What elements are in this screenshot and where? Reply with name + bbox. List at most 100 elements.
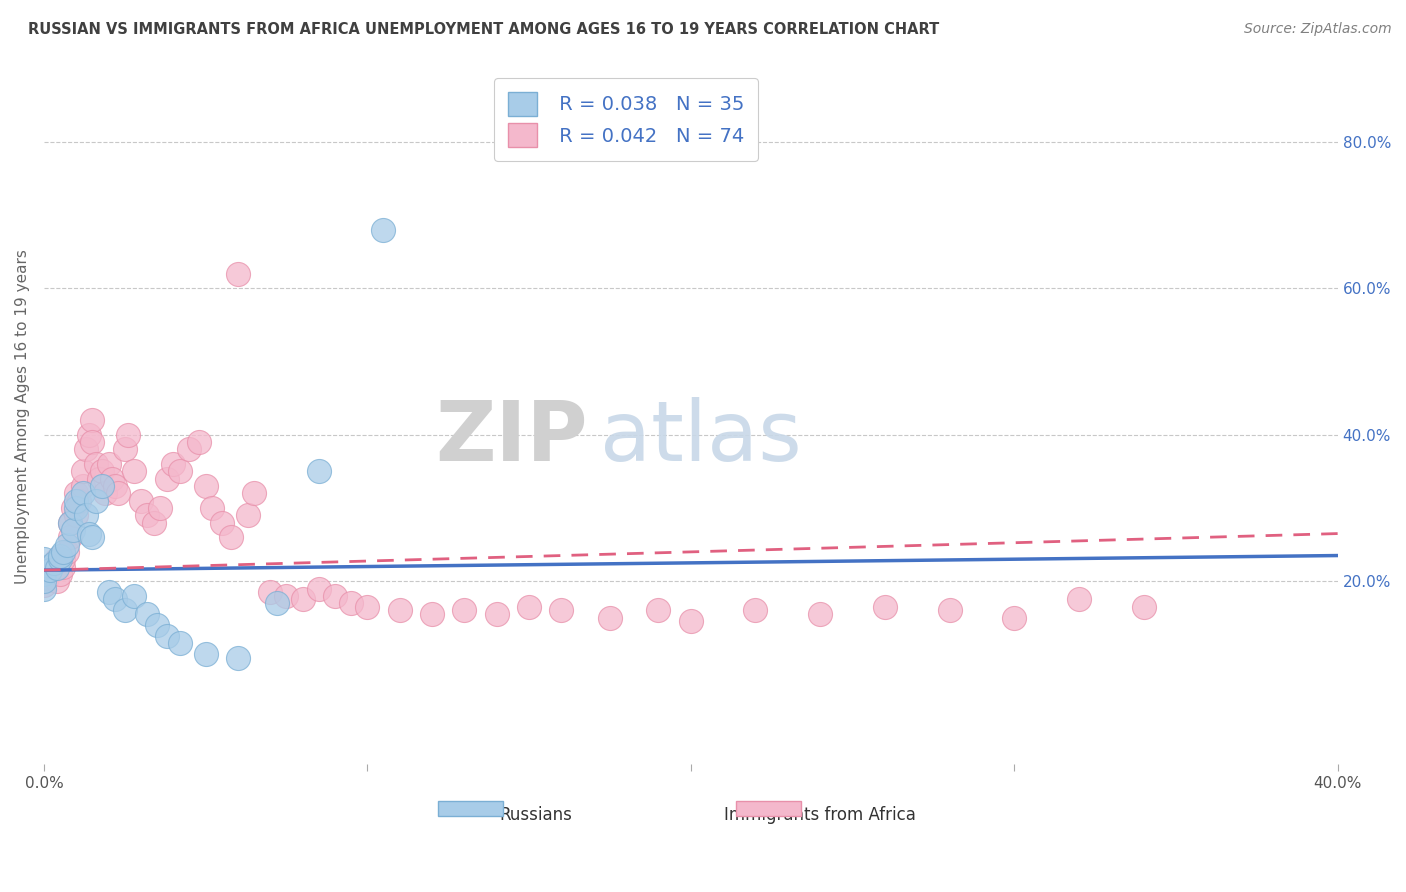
Point xyxy=(104,479,127,493)
Text: Russians: Russians xyxy=(499,806,572,824)
Point xyxy=(49,552,72,566)
Point xyxy=(308,582,330,596)
Point xyxy=(142,516,165,530)
Point xyxy=(42,556,65,570)
Point xyxy=(104,592,127,607)
Point xyxy=(94,486,117,500)
Point xyxy=(259,585,281,599)
Point xyxy=(32,582,55,596)
Point xyxy=(156,629,179,643)
Point xyxy=(647,603,669,617)
Point xyxy=(114,603,136,617)
Point xyxy=(59,516,82,530)
FancyBboxPatch shape xyxy=(439,801,503,816)
Point xyxy=(37,570,59,584)
Point xyxy=(91,479,114,493)
Point xyxy=(136,607,159,621)
Point xyxy=(356,599,378,614)
Point xyxy=(179,442,201,457)
Point xyxy=(39,563,62,577)
Point xyxy=(32,566,55,581)
Point xyxy=(59,516,82,530)
Point xyxy=(226,267,249,281)
Point xyxy=(266,596,288,610)
Y-axis label: Unemployment Among Ages 16 to 19 years: Unemployment Among Ages 16 to 19 years xyxy=(15,249,30,584)
Point xyxy=(75,508,97,523)
Point xyxy=(49,566,72,581)
Point xyxy=(45,574,67,589)
Point xyxy=(72,464,94,478)
Point xyxy=(55,537,77,551)
Point xyxy=(114,442,136,457)
Point xyxy=(136,508,159,523)
Point xyxy=(485,607,508,621)
Point xyxy=(679,615,702,629)
Point xyxy=(52,545,75,559)
Point xyxy=(291,592,314,607)
Point xyxy=(744,603,766,617)
Point xyxy=(101,472,124,486)
Point xyxy=(77,526,100,541)
Point xyxy=(550,603,572,617)
Point xyxy=(91,464,114,478)
Point xyxy=(188,435,211,450)
Point xyxy=(52,559,75,574)
Point xyxy=(82,530,104,544)
Point xyxy=(65,500,87,515)
Point xyxy=(62,523,84,537)
Point xyxy=(517,599,540,614)
Point xyxy=(276,589,298,603)
Text: Source: ZipAtlas.com: Source: ZipAtlas.com xyxy=(1244,22,1392,37)
Point xyxy=(243,486,266,500)
Point xyxy=(97,457,120,471)
Point xyxy=(149,500,172,515)
Point xyxy=(65,486,87,500)
Point xyxy=(42,556,65,570)
Text: RUSSIAN VS IMMIGRANTS FROM AFRICA UNEMPLOYMENT AMONG AGES 16 TO 19 YEARS CORRELA: RUSSIAN VS IMMIGRANTS FROM AFRICA UNEMPL… xyxy=(28,22,939,37)
Point xyxy=(32,574,55,589)
Point xyxy=(308,464,330,478)
Point xyxy=(37,559,59,574)
Point xyxy=(211,516,233,530)
Point xyxy=(32,566,55,581)
Point xyxy=(75,442,97,457)
Point xyxy=(373,222,395,236)
Point xyxy=(156,472,179,486)
Point xyxy=(420,607,443,621)
Point xyxy=(1002,611,1025,625)
Point xyxy=(169,636,191,650)
Point xyxy=(226,651,249,665)
Point xyxy=(77,427,100,442)
Point xyxy=(117,427,139,442)
Point xyxy=(162,457,184,471)
Point xyxy=(82,413,104,427)
Point xyxy=(201,500,224,515)
Point xyxy=(236,508,259,523)
Point xyxy=(49,549,72,563)
Point xyxy=(453,603,475,617)
Text: ZIP: ZIP xyxy=(434,397,588,478)
Point xyxy=(72,479,94,493)
Point xyxy=(32,578,55,592)
Point xyxy=(72,486,94,500)
Point xyxy=(808,607,831,621)
Point xyxy=(124,464,146,478)
Point xyxy=(194,648,217,662)
Point xyxy=(55,545,77,559)
Point xyxy=(1132,599,1154,614)
Point xyxy=(87,472,110,486)
Legend:  R = 0.038   N = 35,  R = 0.042   N = 74: R = 0.038 N = 35, R = 0.042 N = 74 xyxy=(495,78,758,161)
Point xyxy=(62,500,84,515)
Point xyxy=(52,552,75,566)
Point xyxy=(146,618,169,632)
Point xyxy=(873,599,896,614)
Point xyxy=(65,493,87,508)
Point xyxy=(69,493,91,508)
Point xyxy=(599,611,621,625)
Point xyxy=(45,552,67,566)
Point xyxy=(107,486,129,500)
Point xyxy=(32,559,55,574)
Point xyxy=(938,603,960,617)
Point xyxy=(388,603,411,617)
Point xyxy=(65,508,87,523)
